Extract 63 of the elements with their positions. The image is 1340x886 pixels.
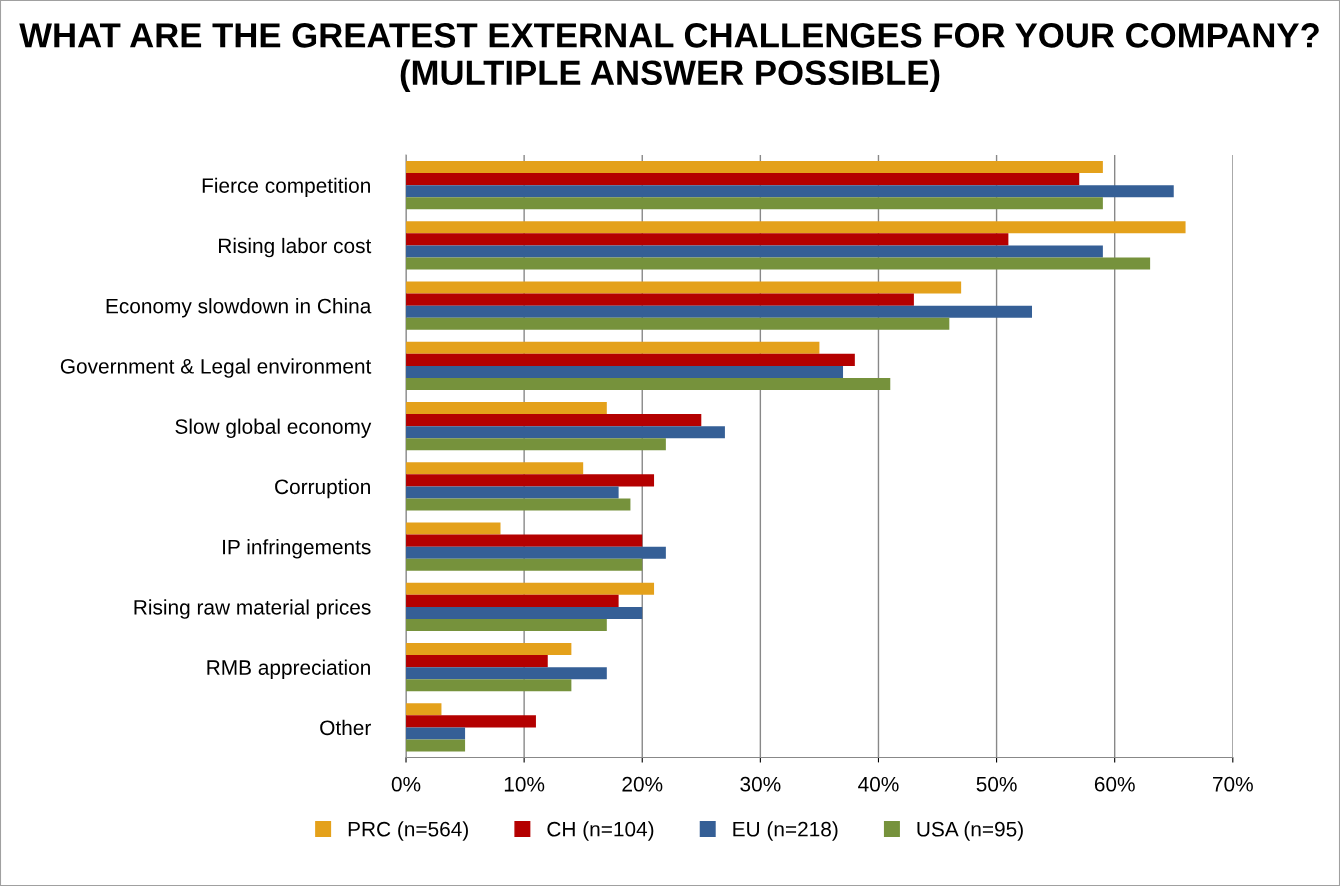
x-tick-label: 30% <box>740 776 781 792</box>
bar <box>406 173 1080 186</box>
x-tick-label: 50% <box>976 776 1017 792</box>
bar <box>406 667 607 680</box>
bar <box>406 293 914 306</box>
y-tick-label: Government & Legal environment <box>60 358 372 378</box>
bar <box>406 643 572 656</box>
legend-label: USA (n=95) <box>917 821 1023 841</box>
bar <box>406 245 1103 258</box>
bar <box>406 414 702 427</box>
y-tick-label: Other <box>320 719 371 736</box>
bar <box>406 185 1174 198</box>
bar <box>406 377 891 391</box>
y-tick-label: Economy slowdown in China <box>106 298 372 318</box>
bar <box>406 606 643 619</box>
y-tick-label: IP infringements <box>223 539 371 559</box>
x-tick-label: 40% <box>858 776 899 792</box>
bar <box>406 365 844 378</box>
bar <box>406 462 584 475</box>
bar <box>406 257 1151 270</box>
y-tick-label: RMB appreciation <box>207 659 370 680</box>
bar <box>406 353 855 366</box>
bar <box>406 739 466 752</box>
bar <box>406 582 655 595</box>
bar <box>406 221 1186 234</box>
legend-label: PRC (n=564) <box>348 821 468 841</box>
y-tick-label: Rising raw material prices <box>134 599 371 619</box>
bar <box>406 281 962 294</box>
x-tick-label: 70% <box>1213 776 1253 792</box>
bar <box>406 679 572 692</box>
y-tick-label: Slow global economy <box>175 418 372 439</box>
bar <box>406 474 655 487</box>
bar <box>406 341 820 354</box>
bar <box>406 486 619 499</box>
x-tick-label: 20% <box>622 776 663 792</box>
legend-label: EU (n=218) <box>733 821 838 841</box>
y-tick-label: Rising labor cost <box>219 237 372 258</box>
y-tick-label: Fierce competition <box>202 177 370 198</box>
bar <box>406 655 548 668</box>
bar <box>406 618 607 632</box>
x-tick-label: 10% <box>504 776 545 792</box>
bar <box>406 317 950 330</box>
bar <box>406 715 536 728</box>
bar <box>406 594 619 607</box>
y-tick-label: Corruption <box>275 478 370 499</box>
bar <box>406 727 466 740</box>
bar <box>406 197 1103 210</box>
bar <box>406 522 501 535</box>
bar <box>406 402 607 415</box>
chart-title: WHAT ARE THE GREATEST EXTERNAL CHALLENGES FOR YOUR COMPANY? (MULTIPLE ANSWER POSSIBLE) <box>19 23 1319 92</box>
bar <box>406 426 725 439</box>
bar <box>406 233 1009 246</box>
bar <box>406 161 1103 174</box>
bar <box>406 438 666 451</box>
bar <box>406 498 631 511</box>
bar <box>406 534 643 547</box>
bar <box>406 703 442 716</box>
x-tick-label: 0% <box>391 776 421 792</box>
bar <box>406 546 666 559</box>
x-tick-label: 60% <box>1094 776 1135 792</box>
bar <box>406 305 1033 318</box>
bar <box>406 558 643 571</box>
legend-label: CH (n=104) <box>547 821 654 841</box>
